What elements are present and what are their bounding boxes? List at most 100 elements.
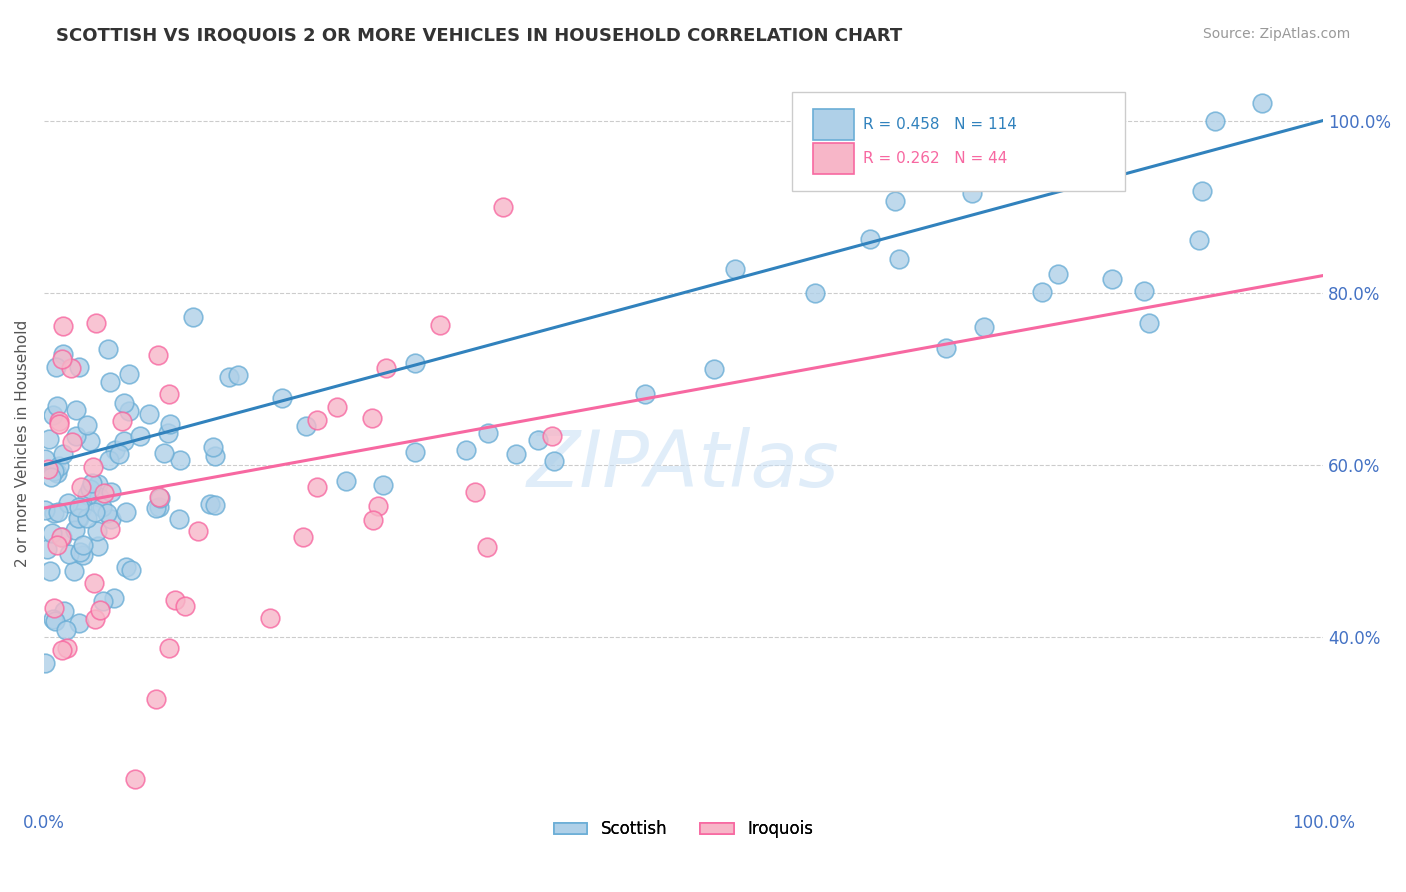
Point (83, 612, 105, 626)
Point (53, 604, 76, 618)
Point (156, 425, 179, 440)
Point (167, 511, 190, 525)
Point (55, 623, 77, 637)
FancyBboxPatch shape (792, 92, 1125, 191)
Point (51, 530, 73, 544)
Point (93, 486, 115, 500)
Point (93, 593, 115, 607)
Point (51, 530, 73, 544)
Point (84, 505, 107, 519)
Point (38, 564, 60, 578)
Point (361, 513, 384, 527)
Point (883, 194, 905, 208)
Point (148, 490, 170, 504)
Point (42, 612, 65, 626)
Point (34, 503, 56, 517)
Point (1191, 184, 1213, 198)
Point (429, 318, 451, 332)
Point (703, 362, 725, 376)
Point (935, 341, 957, 355)
Point (543, 454, 565, 468)
FancyBboxPatch shape (813, 109, 853, 140)
Point (114, 396, 136, 410)
Point (58, 547, 80, 561)
Point (52, 319, 75, 334)
Point (96, 506, 118, 520)
Point (80, 475, 103, 490)
Point (201, 440, 224, 454)
Point (51, 351, 73, 366)
Point (204, 449, 226, 463)
Point (157, 386, 180, 401)
Point (294, 418, 316, 433)
Point (505, 447, 527, 461)
Point (104, 442, 127, 457)
Point (67, 511, 90, 525)
Point (326, 400, 349, 414)
Point (108, 447, 131, 461)
Point (90, 500, 112, 514)
Point (111, 414, 134, 428)
Point (100, 512, 122, 526)
Point (477, 541, 499, 555)
Point (724, 261, 747, 276)
Point (181, 310, 204, 324)
Point (76, 488, 98, 502)
Point (115, 505, 138, 519)
Point (79, 434, 101, 449)
Point (859, 232, 882, 246)
Point (1204, 114, 1226, 128)
Point (973, 320, 995, 334)
Point (59, 361, 82, 376)
Point (124, 772, 146, 786)
Point (169, 453, 191, 467)
Text: Source: ZipAtlas.com: Source: ZipAtlas.com (1202, 27, 1350, 41)
Point (86, 524, 108, 538)
Y-axis label: 2 or more Vehicles in Household: 2 or more Vehicles in Household (15, 320, 30, 567)
Point (187, 524, 209, 539)
Point (98, 523, 121, 537)
Point (165, 593, 187, 607)
Point (42, 408, 65, 422)
Point (82, 459, 104, 474)
Point (69, 545, 91, 559)
Point (118, 404, 141, 418)
Point (45, 467, 67, 481)
Point (145, 501, 167, 516)
Point (204, 498, 226, 512)
Point (226, 368, 249, 382)
Point (335, 475, 357, 489)
Point (112, 434, 135, 449)
Point (464, 484, 486, 499)
Point (87, 490, 110, 504)
Point (89, 602, 111, 616)
Point (373, 477, 395, 491)
Text: R = 0.262   N = 44: R = 0.262 N = 44 (863, 152, 1007, 166)
Point (56, 641, 79, 656)
Point (45, 359, 67, 374)
FancyBboxPatch shape (813, 144, 853, 174)
Point (375, 360, 398, 375)
Point (35, 542, 58, 557)
Point (152, 446, 174, 460)
Point (65, 429, 87, 443)
Point (360, 411, 382, 425)
Point (52, 447, 75, 461)
Point (65, 524, 87, 538)
Point (159, 417, 181, 432)
Point (145, 692, 167, 706)
Point (62, 564, 84, 578)
Point (39, 470, 62, 484)
Point (1031, 285, 1053, 299)
Point (149, 491, 172, 506)
Point (38, 432, 60, 446)
Point (1137, 316, 1160, 330)
Point (56, 496, 79, 510)
Point (67, 359, 90, 374)
Point (100, 485, 122, 500)
Point (1251, 96, 1274, 111)
Point (120, 563, 142, 577)
Point (129, 429, 152, 443)
Point (1101, 271, 1123, 285)
Point (404, 356, 426, 370)
